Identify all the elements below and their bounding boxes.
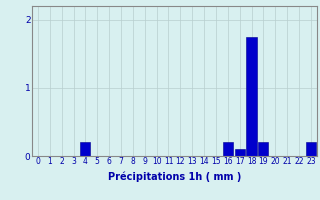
Bar [306, 142, 316, 156]
X-axis label: Précipitations 1h ( mm ): Précipitations 1h ( mm ) [108, 172, 241, 182]
Bar [223, 142, 233, 156]
Bar [235, 149, 245, 156]
Bar [80, 142, 91, 156]
Bar [246, 37, 257, 156]
Bar [258, 142, 268, 156]
